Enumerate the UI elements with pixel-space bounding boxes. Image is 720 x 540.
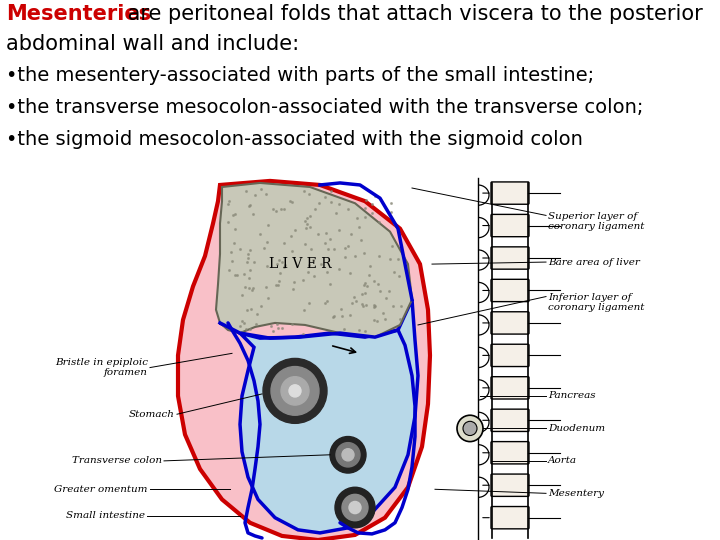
Polygon shape bbox=[178, 181, 430, 540]
FancyBboxPatch shape bbox=[491, 377, 529, 399]
Circle shape bbox=[457, 415, 483, 442]
Text: Duodenum: Duodenum bbox=[548, 424, 605, 433]
Polygon shape bbox=[220, 300, 418, 533]
Circle shape bbox=[271, 367, 319, 415]
Text: Small intestine: Small intestine bbox=[66, 511, 145, 520]
Text: Superior layer of
coronary ligament: Superior layer of coronary ligament bbox=[548, 212, 644, 231]
Text: •the sigmoid mesocolon-associated with the sigmoid colon: •the sigmoid mesocolon-associated with t… bbox=[6, 130, 583, 149]
Circle shape bbox=[336, 443, 360, 467]
Text: are peritoneal folds that attach viscera to the posterior: are peritoneal folds that attach viscera… bbox=[121, 4, 703, 24]
FancyBboxPatch shape bbox=[491, 214, 529, 237]
Text: Pancreas: Pancreas bbox=[548, 392, 595, 401]
FancyBboxPatch shape bbox=[491, 279, 529, 302]
FancyBboxPatch shape bbox=[491, 442, 529, 464]
Text: Bristle in epiploic
foramen: Bristle in epiploic foramen bbox=[55, 358, 148, 377]
Text: Mesentery: Mesentery bbox=[548, 489, 604, 498]
Circle shape bbox=[330, 436, 366, 473]
FancyBboxPatch shape bbox=[491, 247, 529, 269]
Text: Mesenteries: Mesenteries bbox=[6, 4, 151, 24]
Text: Transverse colon: Transverse colon bbox=[72, 456, 162, 465]
FancyBboxPatch shape bbox=[491, 409, 529, 431]
Text: Aorta: Aorta bbox=[548, 456, 577, 465]
Text: •the mesentery-associated with parts of the small intestine;: •the mesentery-associated with parts of … bbox=[6, 66, 594, 85]
FancyBboxPatch shape bbox=[491, 312, 529, 334]
Circle shape bbox=[342, 449, 354, 461]
Circle shape bbox=[349, 502, 361, 514]
Text: Inferior layer of
coronary ligament: Inferior layer of coronary ligament bbox=[548, 293, 644, 312]
Text: Bare area of liver: Bare area of liver bbox=[548, 258, 640, 267]
Polygon shape bbox=[216, 183, 412, 337]
Text: Stomach: Stomach bbox=[129, 410, 175, 418]
Circle shape bbox=[463, 421, 477, 436]
FancyBboxPatch shape bbox=[491, 507, 529, 529]
Circle shape bbox=[289, 385, 301, 397]
Circle shape bbox=[263, 359, 327, 423]
Circle shape bbox=[342, 494, 368, 521]
FancyBboxPatch shape bbox=[491, 474, 529, 496]
Circle shape bbox=[281, 377, 309, 405]
Text: L I V E R: L I V E R bbox=[269, 257, 331, 271]
Text: abdominal wall and include:: abdominal wall and include: bbox=[6, 34, 299, 54]
Text: •the transverse mesocolon-associated with the transverse colon;: •the transverse mesocolon-associated wit… bbox=[6, 98, 644, 117]
FancyBboxPatch shape bbox=[491, 344, 529, 367]
Circle shape bbox=[335, 487, 375, 528]
FancyBboxPatch shape bbox=[491, 182, 529, 204]
Text: Greater omentum: Greater omentum bbox=[55, 485, 148, 494]
